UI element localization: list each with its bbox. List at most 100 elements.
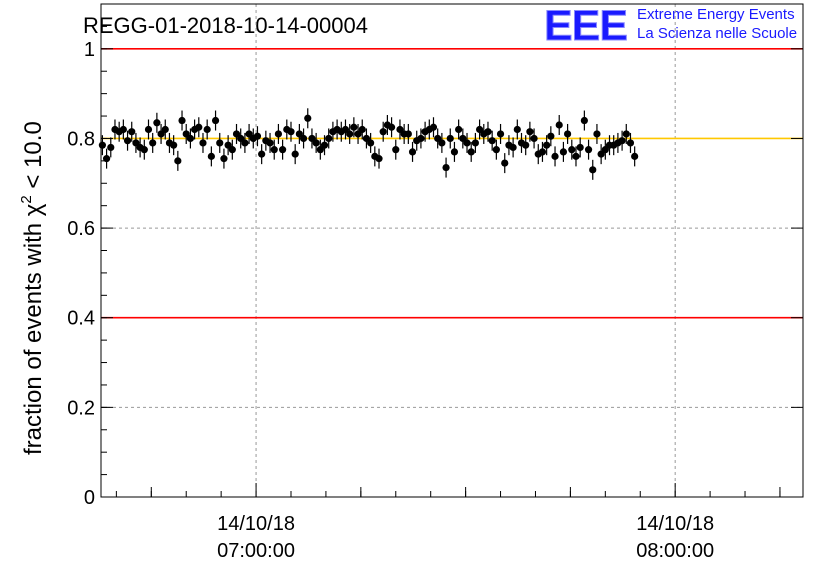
y-axis-label-chi: χ	[20, 203, 47, 216]
point-marker	[496, 130, 505, 138]
point-marker	[320, 141, 329, 149]
data-point	[584, 139, 593, 160]
point-marker	[128, 128, 136, 136]
data-point	[408, 141, 417, 162]
point-marker	[186, 134, 195, 143]
point-marker	[580, 116, 588, 125]
data-point	[174, 150, 182, 171]
data-point	[350, 117, 358, 138]
data-point	[253, 126, 262, 147]
point-marker	[618, 137, 626, 145]
data-point	[455, 119, 463, 140]
point-marker	[446, 134, 454, 143]
data-point	[299, 128, 308, 149]
data-point	[463, 132, 471, 153]
point-marker	[123, 137, 132, 145]
data-point	[266, 132, 274, 153]
y-axis-label-sup: 2	[18, 195, 35, 203]
x-tick-date: 14/10/18	[217, 513, 295, 535]
point-marker	[593, 130, 601, 138]
data-point	[274, 123, 283, 144]
point-marker	[631, 152, 639, 160]
point-marker	[228, 146, 236, 154]
point-marker	[509, 143, 517, 152]
data-point	[618, 130, 626, 151]
data-point	[241, 132, 249, 153]
eee-logo-mark: EEE	[544, 2, 627, 50]
data-point	[538, 141, 547, 162]
data-point	[258, 144, 266, 165]
data-point	[547, 126, 555, 147]
data-point	[572, 146, 580, 167]
point-marker	[538, 148, 547, 156]
y-tick-label: 0.2	[67, 397, 95, 419]
data-point	[207, 146, 215, 167]
point-marker	[438, 139, 446, 147]
data-points	[98, 108, 639, 180]
point-marker	[279, 146, 287, 154]
data-point	[304, 108, 312, 129]
data-point	[170, 135, 178, 156]
data-point	[387, 117, 396, 138]
x-tick-time: 08:00:00	[636, 540, 714, 562]
data-point	[320, 135, 329, 156]
data-point	[446, 128, 454, 149]
data-point	[488, 130, 496, 151]
data-point	[438, 132, 446, 153]
point-marker	[144, 125, 153, 134]
data-point	[589, 159, 597, 180]
data-point	[107, 137, 115, 158]
data-point	[228, 139, 236, 160]
data-point	[429, 117, 438, 138]
point-marker	[195, 123, 203, 131]
data-point	[279, 139, 287, 160]
point-marker	[559, 148, 568, 156]
point-marker	[325, 134, 333, 143]
point-marker	[572, 152, 580, 160]
point-marker	[568, 146, 576, 154]
point-marker	[522, 141, 530, 149]
y-axis-label-main: fraction of events with	[20, 216, 47, 455]
point-marker	[367, 139, 375, 147]
data-point	[186, 128, 195, 149]
x-tick-time: 07:00:00	[217, 540, 295, 562]
data-point	[513, 119, 521, 140]
data-point	[379, 121, 387, 142]
y-tick-label: 0.8	[67, 128, 95, 150]
point-marker	[626, 139, 635, 147]
point-marker	[547, 132, 555, 140]
data-point	[144, 119, 153, 140]
point-marker	[312, 139, 320, 147]
point-marker	[450, 148, 459, 156]
point-marker	[258, 150, 266, 158]
data-point	[626, 132, 635, 153]
data-point	[367, 132, 375, 153]
point-marker	[442, 163, 450, 172]
data-point	[467, 141, 475, 162]
data-point	[287, 121, 295, 142]
data-point	[404, 123, 412, 144]
data-point	[199, 132, 207, 153]
point-marker	[174, 157, 182, 165]
point-marker	[408, 148, 417, 156]
plot-frame	[100, 3, 804, 498]
data-point	[442, 157, 450, 178]
data-point	[450, 141, 459, 162]
point-marker	[170, 141, 178, 149]
data-point	[551, 146, 559, 167]
data-point	[325, 128, 333, 149]
y-tick-label: 0.4	[67, 308, 95, 330]
data-point	[501, 153, 509, 174]
data-point	[153, 112, 161, 133]
point-marker	[207, 152, 215, 160]
point-marker	[199, 139, 207, 147]
point-marker	[513, 125, 521, 134]
point-marker	[387, 123, 396, 131]
data-point	[346, 123, 354, 144]
data-point	[195, 117, 203, 138]
point-marker	[622, 130, 630, 138]
point-marker	[555, 121, 563, 129]
point-marker	[149, 139, 157, 147]
point-marker	[488, 137, 496, 145]
